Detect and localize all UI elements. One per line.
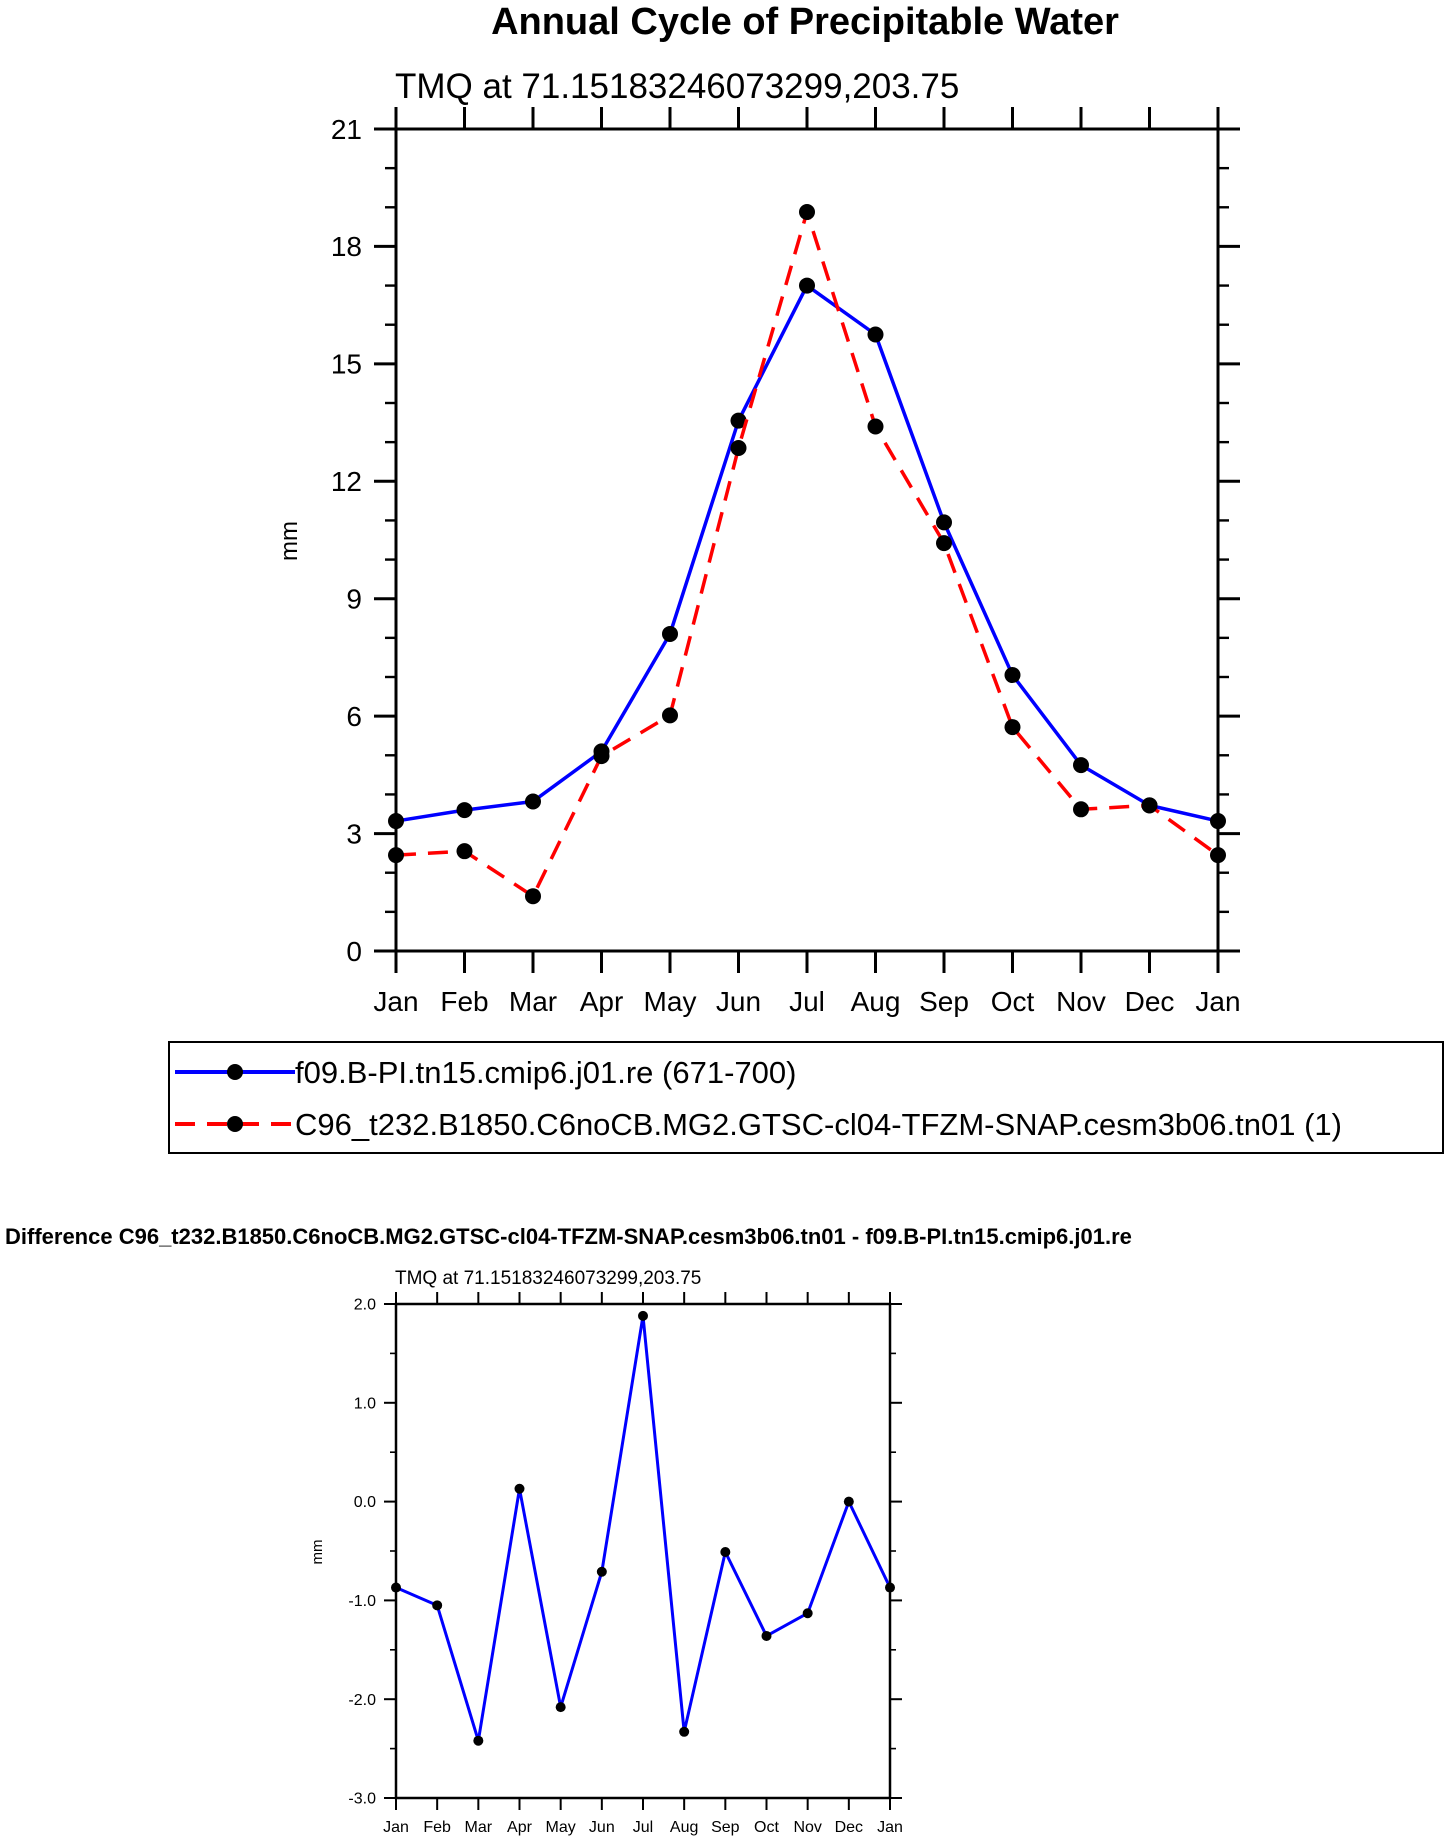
y-tick-label: 12 — [331, 466, 362, 497]
difference-chart-plot-frame — [394, 1302, 892, 1800]
main-chart: Annual Cycle of Precipitable Water TMQ a… — [276, 1, 1241, 1017]
data-point — [720, 1546, 731, 1557]
data-point — [679, 1726, 690, 1737]
x-tick-label: Jun — [589, 1819, 615, 1836]
data-point — [514, 1483, 525, 1494]
series-line-1 — [395, 1314, 892, 1743]
data-point — [473, 1735, 484, 1746]
x-tick-label: Jan — [383, 1819, 409, 1836]
data-point — [593, 748, 610, 765]
data-point — [525, 888, 541, 905]
data-point — [730, 412, 747, 429]
x-tick-label: Feb — [440, 986, 488, 1017]
data-point — [1004, 719, 1021, 736]
data-point — [730, 440, 747, 457]
difference-chart: Difference C96_t232.B1850.C6noCB.MG2.GTS… — [5, 1224, 1132, 1836]
x-tick-label: Dec — [1125, 986, 1175, 1017]
x-tick-label: Mar — [465, 1819, 493, 1836]
y-tick-label: -1.0 — [348, 1593, 376, 1610]
data-point — [525, 793, 541, 810]
data-point — [936, 514, 952, 531]
x-tick-label: Aug — [670, 1819, 698, 1836]
data-point — [802, 1608, 813, 1619]
x-tick-label: Jan — [373, 986, 418, 1017]
x-tick-label: Nov — [1056, 986, 1106, 1017]
data-point — [867, 326, 884, 343]
x-tick-label: Jul — [789, 986, 825, 1017]
y-tick-label: 0.0 — [354, 1494, 376, 1511]
x-tick-label: Aug — [851, 986, 901, 1017]
x-tick-label: Oct — [754, 1819, 779, 1836]
legend-entry-1: f09.B-PI.tn15.cmip6.j01.re (671-700) — [175, 1055, 796, 1090]
y-tick-label: 21 — [331, 114, 362, 145]
data-point — [432, 1600, 443, 1611]
x-tick-label: Jan — [1195, 986, 1240, 1017]
legend-entry-2: C96_t232.B1850.C6noCB.MG2.GTSC-cl04-TFZM… — [175, 1107, 1342, 1142]
x-tick-label: Apr — [507, 1819, 533, 1836]
x-tick-label: Jan — [877, 1819, 903, 1836]
data-point — [1141, 797, 1158, 814]
legend-label-1: f09.B-PI.tn15.cmip6.j01.re (671-700) — [295, 1055, 796, 1090]
data-point — [799, 203, 815, 220]
legend: f09.B-PI.tn15.cmip6.j01.re (671-700) C96… — [168, 1041, 1444, 1154]
legend-label-2: C96_t232.B1850.C6noCB.MG2.GTSC-cl04-TFZM… — [295, 1107, 1342, 1142]
main-chart-plot-frame — [394, 127, 1220, 953]
x-tick-label: May — [546, 1819, 576, 1836]
y-tick-label: 18 — [331, 231, 362, 262]
series-line-2 — [395, 210, 1220, 898]
data-point — [596, 1566, 607, 1577]
data-point — [1073, 801, 1089, 818]
data-point — [936, 535, 952, 552]
difference-chart-title: Difference C96_t232.B1850.C6noCB.MG2.GTS… — [5, 1224, 1132, 1249]
x-tick-label: Jun — [716, 986, 761, 1017]
difference-chart-ylabel: mm — [309, 1540, 326, 1565]
x-tick-label: Feb — [423, 1819, 451, 1836]
x-tick-label: Oct — [991, 986, 1035, 1017]
data-point — [456, 843, 473, 860]
x-tick-label: Mar — [509, 986, 557, 1017]
data-point — [1073, 757, 1089, 774]
data-point — [638, 1310, 648, 1321]
data-point — [662, 625, 678, 642]
y-tick-label: 9 — [346, 584, 362, 615]
legend-marker-2 — [227, 1116, 243, 1132]
data-point — [662, 707, 678, 724]
y-tick-label: 2.0 — [354, 1297, 376, 1314]
data-point — [1004, 667, 1021, 684]
data-point — [843, 1496, 854, 1507]
y-tick-label: -3.0 — [348, 1791, 376, 1808]
difference-chart-subtitle: TMQ at 71.15183246073299,203.75 — [395, 1268, 701, 1289]
legend-marker-1 — [227, 1064, 243, 1080]
x-tick-label: May — [644, 986, 697, 1017]
y-tick-label: 1.0 — [354, 1395, 376, 1412]
y-tick-label: 15 — [331, 349, 362, 380]
y-tick-label: 3 — [346, 818, 362, 849]
x-tick-label: Sep — [711, 1819, 740, 1836]
data-point — [555, 1702, 566, 1713]
data-point — [761, 1630, 772, 1641]
series-line-1 — [395, 283, 1219, 823]
x-tick-label: Dec — [835, 1819, 863, 1836]
data-point — [456, 802, 473, 819]
y-tick-label: -2.0 — [348, 1692, 376, 1709]
x-tick-label: Sep — [919, 986, 969, 1017]
x-tick-label: Apr — [580, 986, 624, 1017]
data-point — [867, 418, 884, 435]
y-tick-label: 6 — [346, 701, 362, 732]
main-chart-ylabel: mm — [276, 521, 303, 561]
main-chart-subtitle: TMQ at 71.15183246073299,203.75 — [395, 67, 959, 106]
main-chart-title: Annual Cycle of Precipitable Water — [491, 1, 1119, 43]
x-tick-label: Jul — [633, 1819, 653, 1836]
data-point — [799, 277, 815, 294]
y-tick-label: 0 — [346, 936, 362, 967]
legend-box — [168, 1041, 1444, 1154]
x-tick-label: Nov — [793, 1819, 821, 1836]
